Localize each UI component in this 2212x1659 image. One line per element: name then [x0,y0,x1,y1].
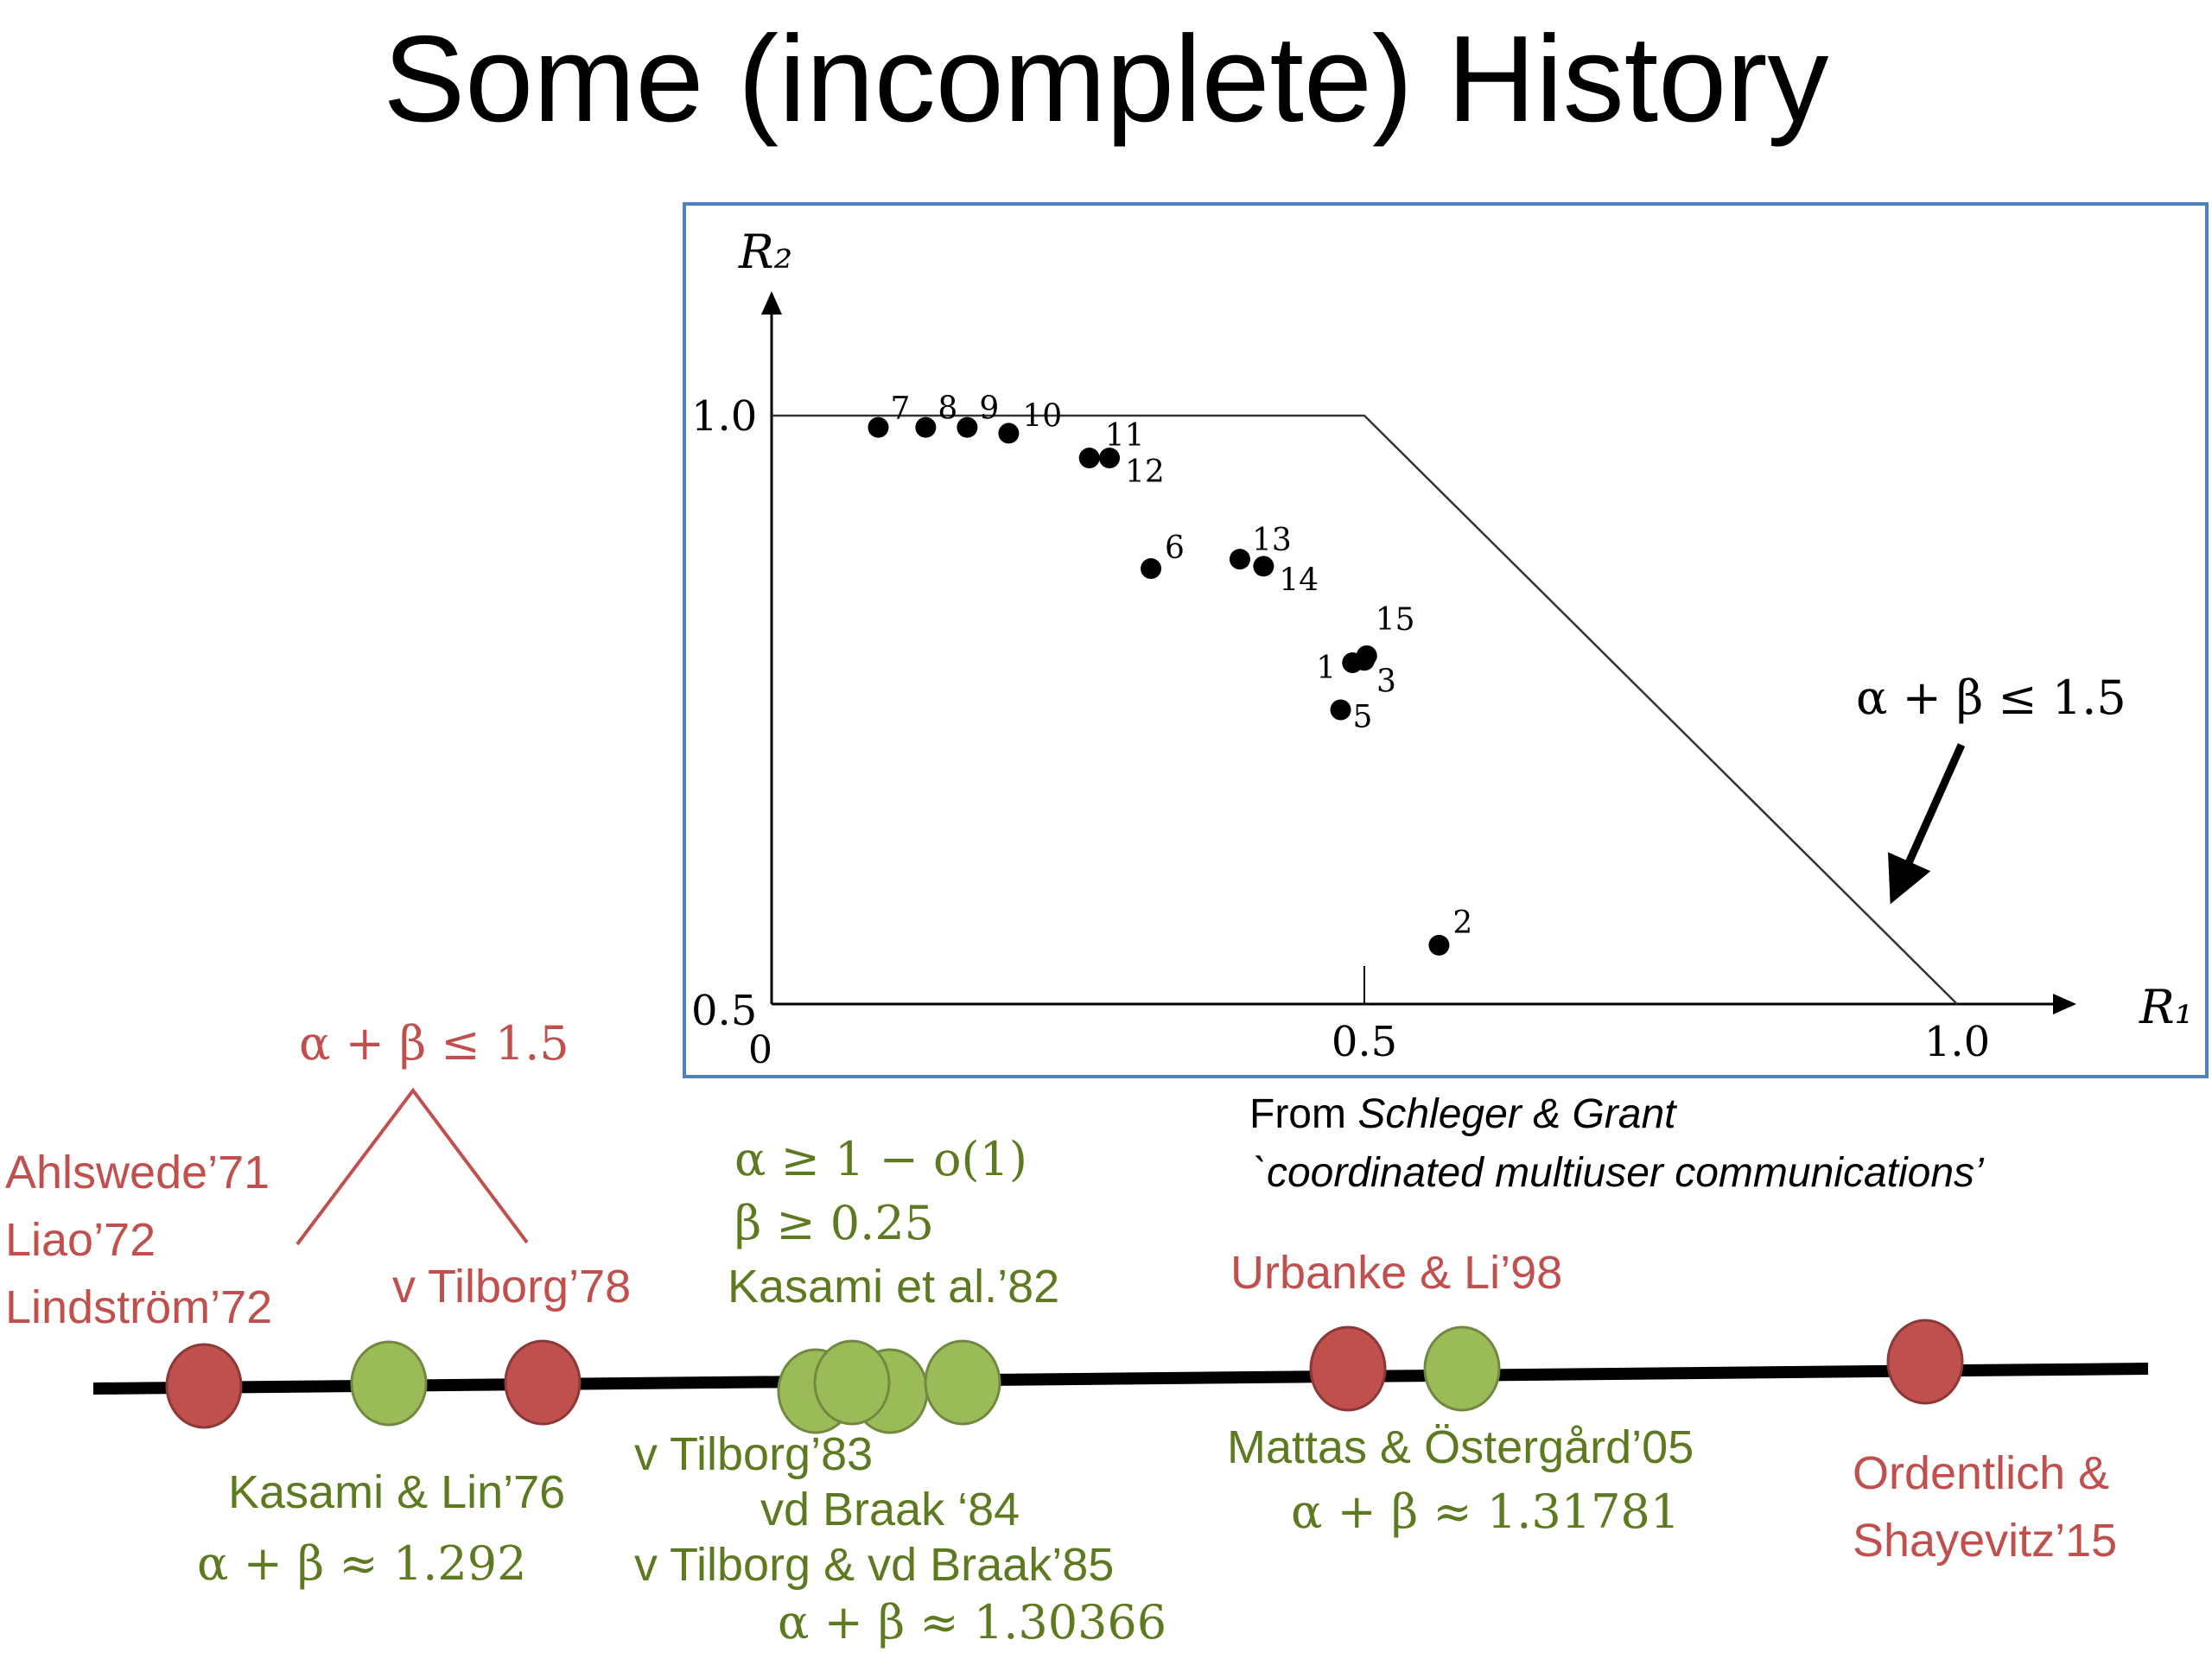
milestone-ahlswede71 [165,1343,243,1429]
milestone-urbanke98 [1309,1325,1387,1412]
data-point-label-1: 1 [1316,651,1336,686]
y-axis-label: R₂ [738,225,792,279]
label-mattas05: Mattas & Östergård’05 [1227,1421,1694,1473]
chart-frame [683,202,2209,1078]
data-point-1 [1342,652,1363,674]
label-ordentlich15-line2: Shayevitz’15 [1853,1515,2118,1567]
x-tick-label-1.0: 1.0 [1924,1018,1990,1066]
label-kasami76: Kasami & Lin’76 [228,1466,566,1518]
milestone-tilborg83 [813,1339,891,1426]
y-tick-label-1.0: 1.0 [691,392,757,441]
label-tilborg83: v Tilborg’83 [634,1428,874,1480]
milestone-tilborg78 [504,1339,582,1426]
data-point-label-9: 9 [979,391,999,427]
tilborg85-value: α + β ≈ 1.30366 [778,1595,1167,1649]
timeline-axis [92,1363,2149,1395]
data-point-label-13: 13 [1252,523,1292,558]
x-tick-label-0.5: 0.5 [1332,1018,1397,1066]
data-point-3 [1354,650,1375,671]
data-point-label-2: 2 [1452,906,1472,941]
milestone-braak84 [851,1348,929,1434]
upper-bound-label: α + β ≤ 1.5 [299,1016,569,1071]
y-tick-label-0.5: 0.5 [691,987,757,1035]
milestone-kasami82 [777,1348,855,1434]
kasami76-value: α + β ≈ 1.292 [197,1536,527,1591]
data-point-label-8: 8 [938,391,957,427]
rate-bound-line [772,414,1958,1005]
data-point-label-15: 15 [1376,602,1415,638]
bound-bracket [296,1087,529,1246]
data-point-label-11: 11 [1105,418,1145,454]
caption-authors: Schleger & Grant [1357,1091,1676,1137]
data-point-5 [1330,699,1351,721]
data-point-13 [1229,549,1250,570]
caption-from: From [1249,1091,1346,1137]
data-point-7 [868,416,889,438]
data-point-2 [1428,934,1450,956]
caption-work: `coordinated multiuser communications’ [1253,1150,1984,1196]
data-point-8 [915,416,937,438]
data-point-label-12: 12 [1125,454,1165,490]
data-point-label-6: 6 [1165,531,1185,566]
data-point-label-3: 3 [1376,664,1396,699]
data-point-10 [998,423,1020,444]
milestone-tilborg85 [924,1339,1001,1426]
data-point-15 [1356,645,1377,666]
kasami82-alpha: α ≥ 1 − o(1) [734,1132,1027,1186]
milestone-ordentlich15 [1886,1319,1964,1405]
label-lindstrom72: Lindström’72 [5,1281,273,1333]
label-tilborg85: v Tilborg & vd Braak’85 [634,1539,1115,1591]
data-point-12 [1099,448,1121,469]
label-tilborg78: v Tilborg’78 [392,1261,632,1313]
data-point-14 [1253,556,1274,577]
label-ordentlich15-line1: Ordentlich & [1853,1447,2110,1499]
label-braak84: vd Braak ‘84 [760,1484,1020,1535]
data-point-9 [957,416,978,438]
x-axis-label: R₁ [2139,980,2193,1034]
label-ahlswede71: Ahlswede’71 [5,1147,270,1198]
data-point-label-14: 14 [1279,563,1319,598]
x-tick-label-0: 0 [748,1028,772,1072]
data-point-label-10: 10 [1022,398,1062,434]
data-point-11 [1078,448,1100,469]
data-point-label-7: 7 [890,391,910,427]
bound-annotation: α + β ≤ 1.5 [1856,671,2126,725]
data-point-label-5: 5 [1353,700,1373,735]
label-kasami82: Kasami et al.’82 [728,1261,1060,1313]
mattas05-value: α + β ≈ 1.31781 [1291,1484,1681,1539]
data-point-6 [1141,558,1162,580]
kasami82-beta: β ≥ 0.25 [734,1196,935,1250]
milestone-kasami76 [350,1340,428,1427]
label-urbanke98: Urbanke & Li’98 [1230,1247,1563,1299]
milestone-mattas05 [1423,1325,1501,1412]
label-liao72: Liao’72 [5,1214,156,1266]
slide-title: Some (incomplete) History [383,10,1829,148]
bound-arrow [1888,743,1966,905]
figure-caption: From Schleger & Grant [1249,1090,1676,1138]
